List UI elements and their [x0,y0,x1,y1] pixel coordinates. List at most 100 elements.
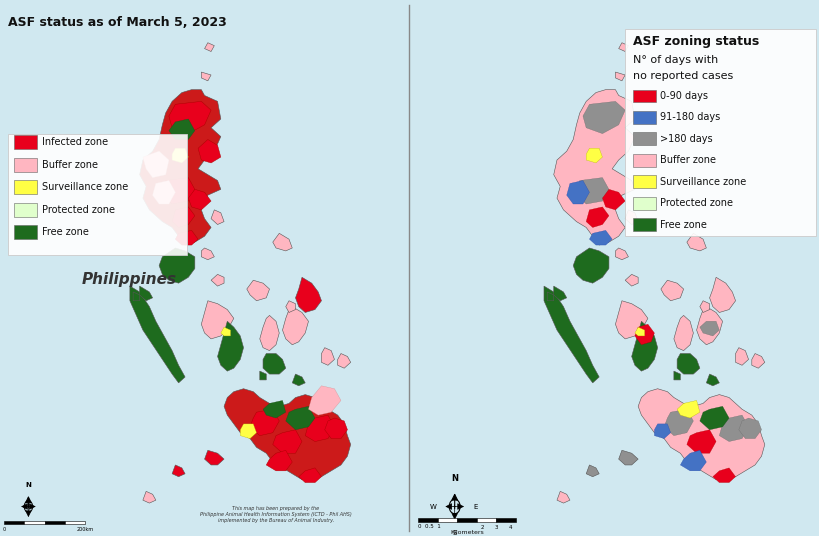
Polygon shape [676,354,699,374]
Polygon shape [618,450,637,465]
Bar [495,518,515,522]
Polygon shape [576,177,609,204]
Polygon shape [133,292,139,301]
Polygon shape [172,465,185,477]
Polygon shape [139,286,152,301]
Polygon shape [285,406,314,430]
Bar [65,521,85,524]
Polygon shape [324,418,347,438]
Text: N: N [25,482,31,488]
Bar [632,132,655,145]
Polygon shape [292,374,305,386]
Bar [14,135,37,149]
Polygon shape [582,101,624,133]
Polygon shape [589,230,612,245]
Text: Free zone: Free zone [42,227,88,237]
Bar [14,180,37,194]
Polygon shape [224,389,351,480]
Polygon shape [139,90,220,245]
Text: Protected zone: Protected zone [658,198,731,208]
Bar [632,90,655,102]
Polygon shape [602,189,624,210]
Text: Buffer zone: Buffer zone [658,155,715,165]
Polygon shape [705,374,718,386]
Polygon shape [624,274,637,286]
Bar [25,521,44,524]
Polygon shape [172,148,188,163]
Polygon shape [699,406,728,430]
Polygon shape [553,286,566,301]
Bar [14,203,37,217]
Text: Infected zone: Infected zone [42,137,108,147]
Text: Kilometers: Kilometers [450,530,483,535]
Polygon shape [169,119,195,139]
Polygon shape [273,430,301,453]
Bar [624,29,815,236]
Polygon shape [201,301,233,339]
Polygon shape [220,327,230,336]
Text: Surveillance zone: Surveillance zone [658,177,745,187]
Polygon shape [152,181,175,204]
Polygon shape [260,371,266,380]
Polygon shape [285,301,295,312]
Text: Free zone: Free zone [658,220,706,229]
Polygon shape [615,72,624,81]
Polygon shape [247,280,269,301]
Polygon shape [751,354,764,368]
Polygon shape [663,410,693,436]
Polygon shape [175,230,198,245]
Polygon shape [566,181,589,204]
Polygon shape [660,280,683,301]
Polygon shape [676,400,699,418]
Polygon shape [210,274,224,286]
Text: 0: 0 [2,527,6,532]
Text: N° of days with: N° of days with [632,55,717,65]
Polygon shape [615,248,627,260]
Polygon shape [188,189,210,210]
Bar [632,175,655,188]
Bar [632,197,655,210]
Polygon shape [738,418,761,438]
Polygon shape [718,415,748,442]
Polygon shape [337,354,351,368]
Text: 0  0.5  1: 0 0.5 1 [418,524,441,529]
Text: Philippines: Philippines [81,272,176,287]
Bar [632,111,655,124]
Polygon shape [637,389,764,480]
Bar [476,518,495,522]
Bar [44,521,65,524]
Bar [418,518,437,522]
Polygon shape [298,468,321,482]
Polygon shape [204,450,224,465]
Bar [4,521,25,524]
Polygon shape [673,315,693,351]
Polygon shape [686,233,705,251]
Polygon shape [624,210,637,225]
Polygon shape [712,468,735,482]
Polygon shape [143,492,156,503]
Text: 0-90 days: 0-90 days [658,91,707,101]
Text: 91-180 days: 91-180 days [658,113,719,122]
Polygon shape [217,321,243,371]
Polygon shape [273,233,292,251]
Polygon shape [250,410,279,436]
Polygon shape [201,248,214,260]
Polygon shape [708,277,735,312]
Polygon shape [143,151,169,177]
Polygon shape [546,292,553,301]
Bar [14,158,37,172]
Polygon shape [308,386,341,415]
Polygon shape [735,348,748,365]
Polygon shape [266,450,292,471]
Polygon shape [263,354,285,374]
Polygon shape [586,148,602,163]
Polygon shape [240,424,256,438]
Bar [14,225,37,239]
Polygon shape [631,321,657,371]
Text: 200km: 200km [77,527,93,532]
Text: ASF status as of March 5, 2023: ASF status as of March 5, 2023 [8,16,227,29]
Polygon shape [204,43,214,51]
Polygon shape [198,139,220,163]
Polygon shape [686,430,715,453]
Text: E: E [473,503,477,510]
